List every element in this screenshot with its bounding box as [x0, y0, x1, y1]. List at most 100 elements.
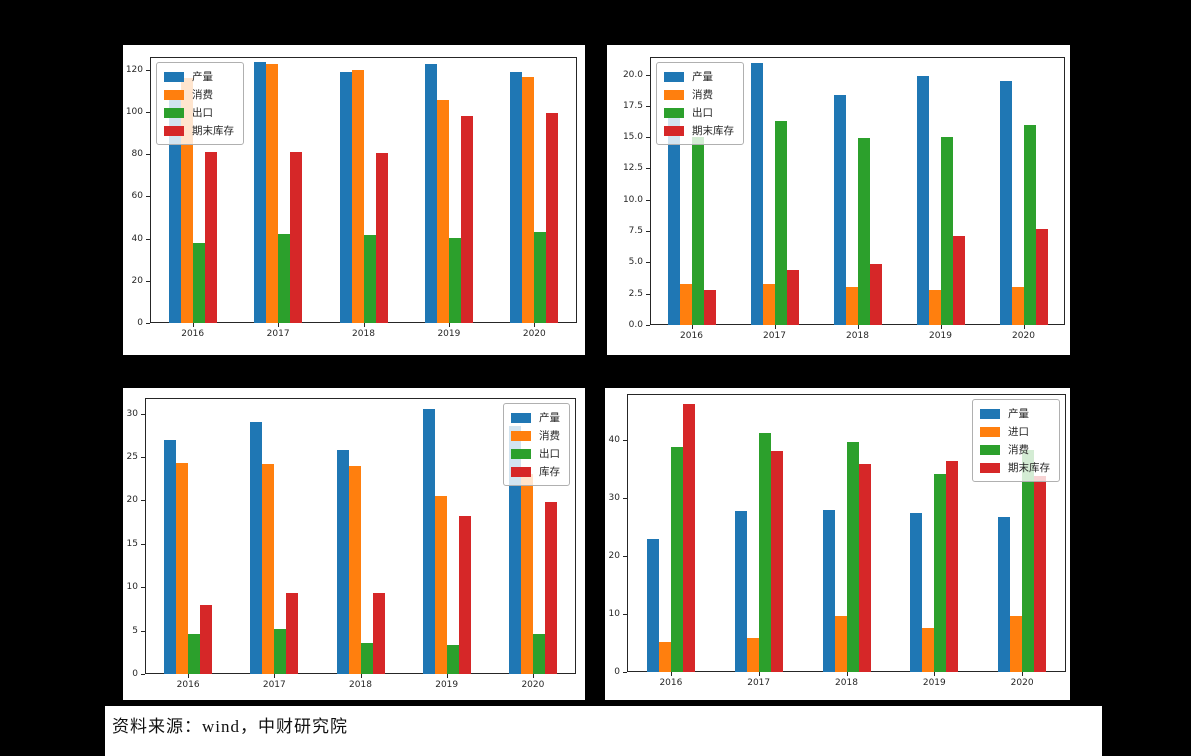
x-tickmark — [532, 674, 534, 678]
y-tickmark — [141, 500, 145, 502]
legend-color-swatch-icon — [664, 126, 684, 136]
x-tickmark — [363, 323, 365, 327]
x-tick-label-top-right: 2018 — [846, 331, 869, 341]
y-tick-label-top-right: 15.0 — [622, 132, 643, 143]
x-tickmark — [846, 672, 848, 676]
legend-label: 消费 — [1008, 444, 1029, 456]
legend-label: 产量 — [692, 71, 713, 83]
bar-bottom-right-期末库存-2018 — [858, 463, 871, 672]
legend-label: 库存 — [539, 466, 560, 478]
bar-top-right-消费-2018 — [845, 287, 858, 325]
x-tick-label-top-left: 2016 — [181, 329, 205, 339]
x-tickmark — [857, 325, 859, 329]
x-tick-label-top-left: 2017 — [266, 329, 290, 339]
legend-label: 期末库存 — [192, 125, 234, 137]
x-tick-label-bottom-left: 2020 — [521, 680, 545, 690]
bar-bottom-right-产量-2020 — [998, 517, 1011, 672]
legend-item: 产量 — [980, 405, 1050, 423]
bar-bottom-left-消费-2016 — [176, 463, 189, 674]
x-tickmark — [774, 325, 776, 329]
bar-top-right-期末库存-2018 — [869, 263, 882, 325]
bar-bottom-right-产量-2018 — [822, 510, 835, 672]
legend-label: 产量 — [1008, 408, 1029, 420]
legend-item: 消费 — [511, 427, 560, 445]
x-tick-label-top-right: 2016 — [680, 331, 703, 341]
y-tickmark — [623, 613, 627, 615]
bar-bottom-right-进口-2017 — [746, 637, 759, 672]
y-tick-label-top-right: 12.5 — [622, 163, 643, 174]
bar-bottom-left-出口-2017 — [274, 628, 287, 674]
x-tickmark — [940, 325, 942, 329]
y-tickmark — [646, 168, 650, 170]
x-tickmark — [278, 323, 280, 327]
y-tick-label-top-right: 2.5 — [628, 288, 643, 299]
legend-color-swatch-icon — [664, 72, 684, 82]
x-tick-label-bottom-right: 2019 — [922, 678, 946, 688]
legend-color-swatch-icon — [664, 90, 684, 100]
y-tick-label-bottom-left: 25 — [126, 452, 138, 463]
legend-label: 出口 — [539, 448, 560, 460]
y-tick-label-bottom-right: 30 — [608, 492, 620, 503]
y-tickmark — [646, 231, 650, 233]
y-tickmark — [646, 262, 650, 264]
y-tickmark — [623, 439, 627, 441]
x-tick-label-bottom-left: 2017 — [262, 680, 286, 690]
y-tickmark — [141, 587, 145, 589]
bar-top-left-产量-2019 — [424, 64, 437, 323]
y-tick-label-bottom-left: 15 — [126, 538, 138, 549]
bar-top-right-消费-2020 — [1011, 287, 1024, 325]
bar-top-right-期末库存-2020 — [1035, 228, 1048, 325]
bar-bottom-left-库存-2018 — [372, 593, 385, 674]
bar-top-right-产量-2019 — [916, 75, 929, 325]
x-tickmark — [691, 325, 693, 329]
x-tick-label-bottom-right: 2018 — [835, 678, 858, 688]
y-tickmark — [141, 543, 145, 545]
legend-bottom-right: 产量 进口 消费 期末库存 — [972, 399, 1060, 482]
bar-top-left-产量-2017 — [254, 62, 267, 323]
legend-item: 期末库存 — [164, 122, 234, 140]
x-tick-label-top-right: 2020 — [1012, 331, 1035, 341]
x-tick-label-top-left: 2019 — [437, 329, 461, 339]
legend-label: 消费 — [539, 430, 560, 442]
x-tick-label-bottom-left: 2019 — [435, 680, 459, 690]
bar-bottom-right-产量-2017 — [734, 511, 747, 672]
bar-bottom-right-期末库存-2017 — [770, 450, 783, 672]
legend-color-swatch-icon — [511, 413, 531, 423]
y-tickmark — [623, 497, 627, 499]
bar-bottom-left-产量-2016 — [164, 439, 177, 674]
bar-top-right-产量-2020 — [999, 80, 1012, 325]
legend-color-swatch-icon — [511, 431, 531, 441]
y-tick-label-bottom-left: 10 — [126, 582, 138, 593]
y-tick-label-bottom-right: 10 — [608, 608, 620, 619]
bar-top-left-期末库存-2018 — [375, 153, 388, 323]
x-tick-label-bottom-right: 2017 — [747, 678, 771, 688]
y-tick-label-bottom-left: 30 — [126, 408, 138, 419]
source-note-bar: 资料来源：wind，中财研究院 — [105, 706, 1102, 756]
bar-top-right-出口-2017 — [774, 120, 787, 325]
legend-label: 消费 — [192, 89, 213, 101]
y-tick-label-top-left: 40 — [131, 233, 143, 244]
bar-bottom-left-消费-2020 — [520, 474, 533, 674]
bar-top-right-产量-2018 — [833, 94, 846, 325]
y-tickmark — [141, 674, 145, 675]
x-tick-label-bottom-left: 2016 — [176, 680, 200, 690]
legend-item: 产量 — [511, 409, 560, 427]
y-tickmark — [623, 555, 627, 557]
bar-bottom-right-进口-2018 — [834, 615, 847, 672]
bar-top-right-期末库存-2019 — [952, 236, 965, 325]
legend-color-swatch-icon — [511, 467, 531, 477]
legend-label: 进口 — [1008, 426, 1029, 438]
x-tickmark — [192, 323, 194, 327]
x-tick-label-bottom-right: 2020 — [1010, 678, 1034, 688]
bar-top-right-产量-2017 — [750, 63, 763, 325]
y-tickmark — [623, 672, 627, 673]
bar-top-right-期末库存-2016 — [703, 289, 716, 325]
y-tickmark — [646, 105, 650, 107]
bar-bottom-right-进口-2016 — [658, 641, 671, 672]
bar-top-left-产量-2020 — [510, 71, 523, 323]
y-tickmark — [646, 293, 650, 295]
bar-bottom-right-消费-2017 — [758, 432, 771, 672]
y-tick-label-top-right: 7.5 — [628, 226, 643, 237]
bar-top-right-消费-2017 — [762, 283, 775, 325]
